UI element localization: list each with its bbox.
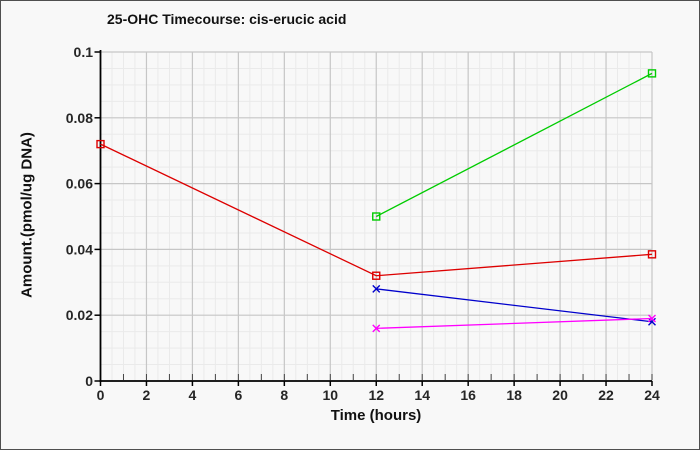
x-tick-label: 16 xyxy=(460,387,476,403)
x-tick-label: 12 xyxy=(368,387,384,403)
series-magenta-marker xyxy=(648,314,656,323)
y-tick-label: 0.08 xyxy=(66,110,93,126)
x-tick-label: 20 xyxy=(552,387,568,403)
series-red-marker xyxy=(372,271,381,280)
series-green-marker xyxy=(372,212,381,221)
x-tick-label: 22 xyxy=(598,387,614,403)
y-tick-label: 0.02 xyxy=(66,307,93,323)
series-blue-marker xyxy=(648,317,656,326)
series-red xyxy=(96,139,657,280)
series-green xyxy=(372,69,657,221)
y-axis-ticks: 0 0.02 0.04 0.06 0.08 0.1 xyxy=(66,44,101,389)
series-green-marker xyxy=(647,69,657,78)
y-tick-label: 0.1 xyxy=(74,44,94,60)
x-tick-label: 4 xyxy=(189,387,197,403)
x-tick-label: 14 xyxy=(414,387,430,403)
x-tick-label: 18 xyxy=(506,387,522,403)
y-tick-label: 0 xyxy=(85,373,93,389)
series-blue-line xyxy=(376,288,653,323)
x-axis-ticks: 0 2 4 6 8 10 12 14 16 18 20 22 24 xyxy=(97,381,660,403)
series-red-marker xyxy=(647,250,657,259)
y-tick-label: 0.04 xyxy=(66,241,93,257)
x-axis-label: Time (hours) xyxy=(330,407,422,424)
series-magenta-line xyxy=(376,317,653,330)
x-tick-label: 10 xyxy=(323,387,339,403)
x-tick-label: 8 xyxy=(280,387,288,403)
x-tick-label: 24 xyxy=(644,387,660,403)
series-magenta-marker xyxy=(372,324,381,333)
series-red-marker xyxy=(96,139,105,149)
series-magenta xyxy=(372,314,656,333)
series-blue xyxy=(372,284,656,326)
x-tick-label: 2 xyxy=(143,387,151,403)
series-green-line xyxy=(375,72,653,218)
series-blue-marker xyxy=(372,284,381,293)
x-tick-label: 6 xyxy=(234,387,242,403)
x-tick-label: 0 xyxy=(97,387,105,403)
x-minor-ticks xyxy=(122,374,653,380)
y-tick-label: 0.06 xyxy=(66,176,93,192)
chart-title: 25-OHC Timecourse: cis-erucic acid xyxy=(107,11,347,27)
series-red-line xyxy=(100,143,653,277)
